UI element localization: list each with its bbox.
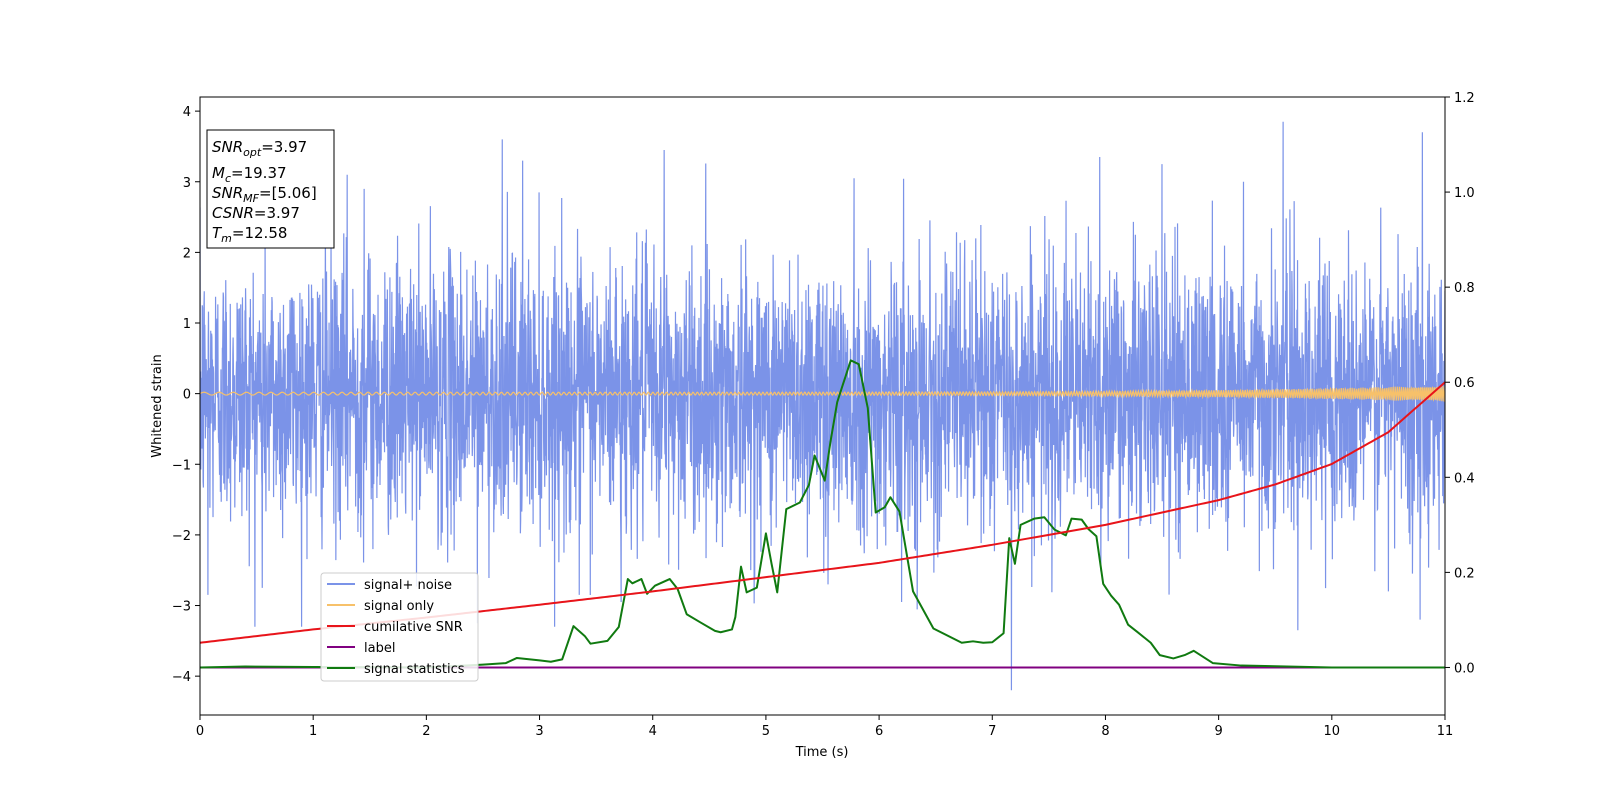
legend-item-signal-noise: signal+ noise [327, 578, 452, 593]
y-tick-label: 4 [183, 105, 191, 120]
csnr-annotation: CSNR=3.97 [212, 204, 300, 222]
series-signal-noise [200, 121, 1445, 691]
legend-item-signal-only: signal only [327, 599, 434, 614]
x-tick-label: 6 [875, 724, 883, 739]
y-tick-label: 1 [183, 317, 191, 332]
x-tick-label: 0 [196, 724, 204, 739]
x-tick-label: 8 [1101, 724, 1109, 739]
plot-frame [199, 96, 1446, 716]
y-tick-label: −1 [172, 458, 191, 473]
legend-label-signal-statistics: signal statistics [364, 662, 465, 677]
x-axis-label: Time (s) [795, 745, 849, 760]
series-signal-statistics [200, 359, 1445, 669]
y2-tick-label: 0.6 [1454, 376, 1475, 391]
x-tick-label: 1 [309, 724, 317, 739]
tm-annotation: Tm=12.58 [212, 224, 287, 245]
legend-item-signal-statistics: signal statistics [327, 662, 465, 677]
x-tick-label: 4 [649, 724, 657, 739]
x-tick-label: 10 [1324, 724, 1341, 739]
legend-label-signal-only: signal only [364, 599, 434, 614]
legend-label-cumulative-snr: cumilative SNR [364, 620, 463, 635]
legend-label-signal-noise: signal+ noise [364, 578, 452, 593]
legend-item-cumulative-snr: cumilative SNR [327, 620, 463, 635]
metrics-annotation: SNRopt=3.97 Mc=19.37 SNRMF=[5.06] CSNR=3… [206, 129, 335, 249]
y-tick-label: 3 [183, 176, 191, 191]
x-tick-label: 11 [1437, 724, 1454, 739]
x-axis: 0 1 2 3 4 5 6 7 8 9 10 11 [196, 715, 1453, 739]
y-axis-left: 4 3 2 1 0 −1 −2 −3 −4 [172, 105, 200, 685]
legend-label-label: label [364, 641, 395, 656]
y-tick-label: −3 [172, 600, 191, 615]
y2-tick-label: 1.2 [1454, 91, 1475, 106]
y-tick-label: 2 [183, 246, 191, 261]
series-signal-only [200, 385, 1445, 402]
y-axis-right: 1.2 1.0 0.8 0.6 0.4 0.2 0.0 [1445, 91, 1475, 676]
y2-tick-label: 0.4 [1454, 471, 1475, 486]
y2-tick-label: 0.2 [1454, 566, 1475, 581]
x-tick-label: 9 [1214, 724, 1222, 739]
y-tick-label: −2 [172, 529, 191, 544]
y2-tick-label: 1.0 [1454, 186, 1475, 201]
x-tick-label: 2 [422, 724, 430, 739]
legend-item-label: label [327, 641, 395, 656]
x-tick-label: 5 [762, 724, 770, 739]
snr-mf-annotation: SNRMF=[5.06] [212, 184, 317, 205]
legend: signal+ noise signal only cumilative SNR… [320, 572, 479, 682]
snr-opt-annotation: SNRopt=3.97 [212, 138, 307, 159]
y-axis-label: Whitened strain [150, 354, 165, 457]
x-tick-label: 3 [535, 724, 543, 739]
y2-tick-label: 0.8 [1454, 281, 1475, 296]
y-tick-label: 0 [183, 388, 191, 403]
mc-annotation: Mc=19.37 [212, 164, 287, 185]
x-tick-label: 7 [988, 724, 996, 739]
y-tick-label: −4 [172, 670, 191, 685]
y2-tick-label: 0.0 [1454, 661, 1475, 676]
